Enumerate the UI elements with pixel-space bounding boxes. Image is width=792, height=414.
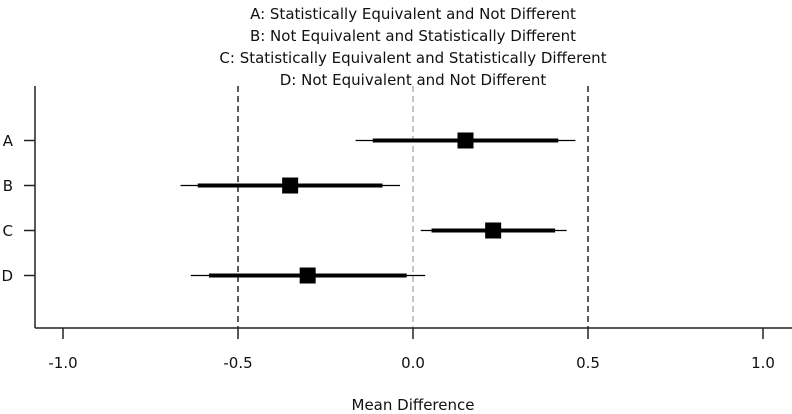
- y-tick-label: D: [1, 267, 13, 285]
- x-tick-label: -0.5: [223, 354, 252, 372]
- estimates: A B C D: [1, 132, 576, 285]
- point-estimate: [299, 267, 316, 284]
- y-tick-label: A: [3, 132, 14, 150]
- title-line: D: Not Equivalent and Not Different: [280, 71, 547, 89]
- reference-lines: [237, 86, 589, 328]
- y-tick-label: C: [3, 222, 13, 240]
- chart-title: A: Statistically Equivalent and Not Diff…: [219, 5, 606, 89]
- point-estimate: [282, 177, 299, 194]
- x-tick-label: 1.0: [751, 354, 775, 372]
- x-axis-label: Mean Difference: [352, 396, 475, 414]
- title-line: C: Statistically Equivalent and Statisti…: [219, 49, 606, 67]
- title-line: A: Statistically Equivalent and Not Diff…: [250, 5, 576, 23]
- x-tick-label: 0.5: [576, 354, 600, 372]
- x-tick-label: -1.0: [48, 354, 77, 372]
- point-estimate: [485, 222, 502, 239]
- title-line: B: Not Equivalent and Statistically Diff…: [250, 27, 576, 45]
- x-ticks: -1.0 -0.5 0.0 0.5 1.0: [48, 328, 775, 372]
- x-tick-label: 0.0: [401, 354, 425, 372]
- y-tick-label: B: [3, 177, 13, 195]
- point-estimate: [457, 132, 474, 149]
